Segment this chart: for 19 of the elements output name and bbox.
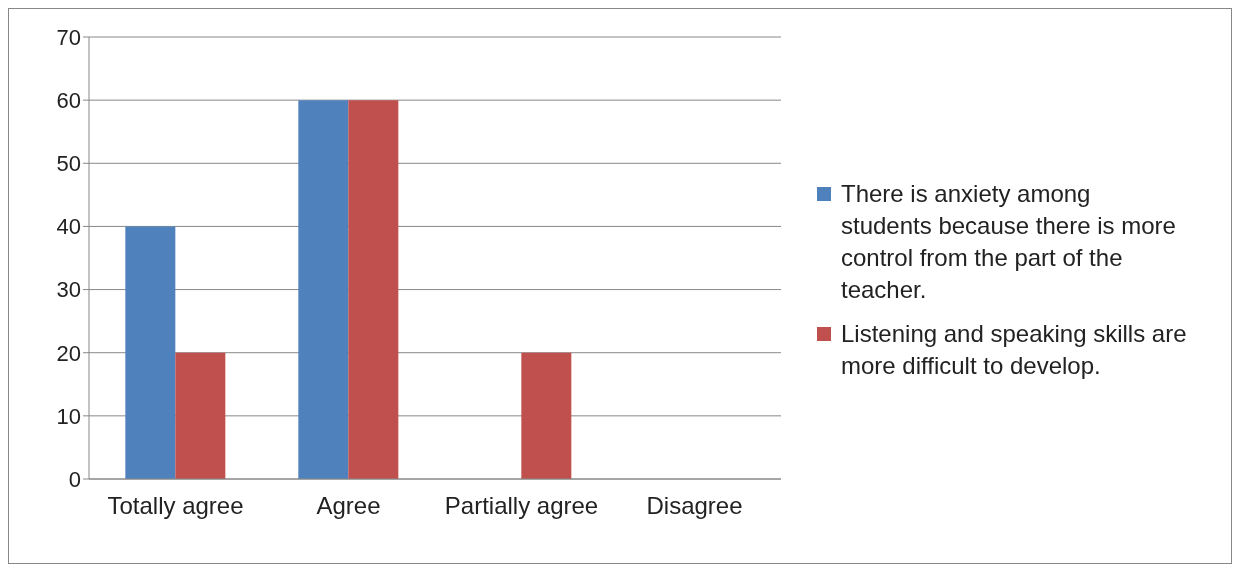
y-tick-label: 30 (56, 277, 81, 303)
y-tick-label: 0 (68, 466, 81, 492)
bar (298, 100, 349, 479)
y-tick-label: 20 (56, 340, 81, 366)
x-tick-label: Totally agree (107, 492, 244, 520)
bar (175, 352, 226, 479)
y-tick-label: 70 (56, 24, 81, 50)
x-tick-label: Disagree (646, 492, 743, 520)
y-tick-label: 40 (56, 214, 81, 240)
x-tick-label: Agree (316, 492, 381, 520)
y-tick-label: 50 (56, 151, 81, 177)
bar (521, 352, 572, 479)
legend-label: Listening and speaking skills are more difficult to develop. (841, 319, 1187, 381)
bar (348, 100, 399, 479)
y-tick-label: 60 (56, 87, 81, 113)
bar (125, 226, 176, 479)
x-tick-label: Partially agree (444, 492, 599, 520)
legend-label: There is anxiety among students because there is more control from the part of the teacher. (841, 179, 1177, 305)
y-tick-label: 10 (56, 403, 81, 429)
